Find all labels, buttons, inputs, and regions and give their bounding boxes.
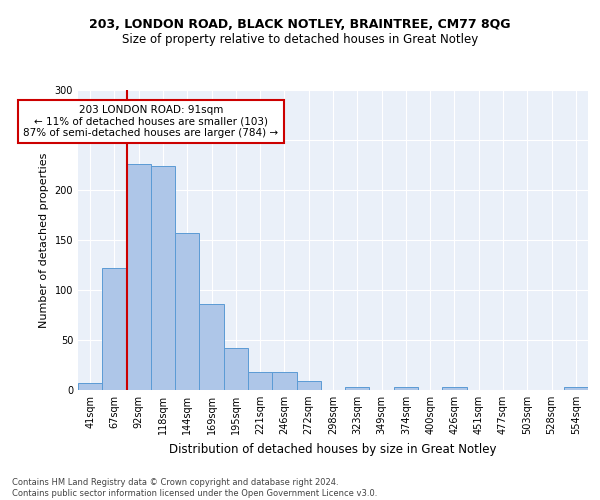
X-axis label: Distribution of detached houses by size in Great Notley: Distribution of detached houses by size … xyxy=(169,442,497,456)
Text: Size of property relative to detached houses in Great Notley: Size of property relative to detached ho… xyxy=(122,32,478,46)
Bar xyxy=(175,233,199,390)
Text: 203, LONDON ROAD, BLACK NOTLEY, BRAINTREE, CM77 8QG: 203, LONDON ROAD, BLACK NOTLEY, BRAINTRE… xyxy=(89,18,511,30)
Bar xyxy=(127,164,151,390)
Bar xyxy=(564,387,588,390)
Bar xyxy=(394,387,418,390)
Text: 203 LONDON ROAD: 91sqm
← 11% of detached houses are smaller (103)
87% of semi-de: 203 LONDON ROAD: 91sqm ← 11% of detached… xyxy=(23,105,278,138)
Bar xyxy=(224,348,248,390)
Bar xyxy=(102,268,127,390)
Bar xyxy=(248,372,272,390)
Bar xyxy=(296,381,321,390)
Text: Contains HM Land Registry data © Crown copyright and database right 2024.
Contai: Contains HM Land Registry data © Crown c… xyxy=(12,478,377,498)
Bar xyxy=(272,372,296,390)
Bar xyxy=(345,387,370,390)
Bar xyxy=(151,166,175,390)
Bar xyxy=(199,304,224,390)
Y-axis label: Number of detached properties: Number of detached properties xyxy=(39,152,49,328)
Bar xyxy=(78,383,102,390)
Bar xyxy=(442,387,467,390)
